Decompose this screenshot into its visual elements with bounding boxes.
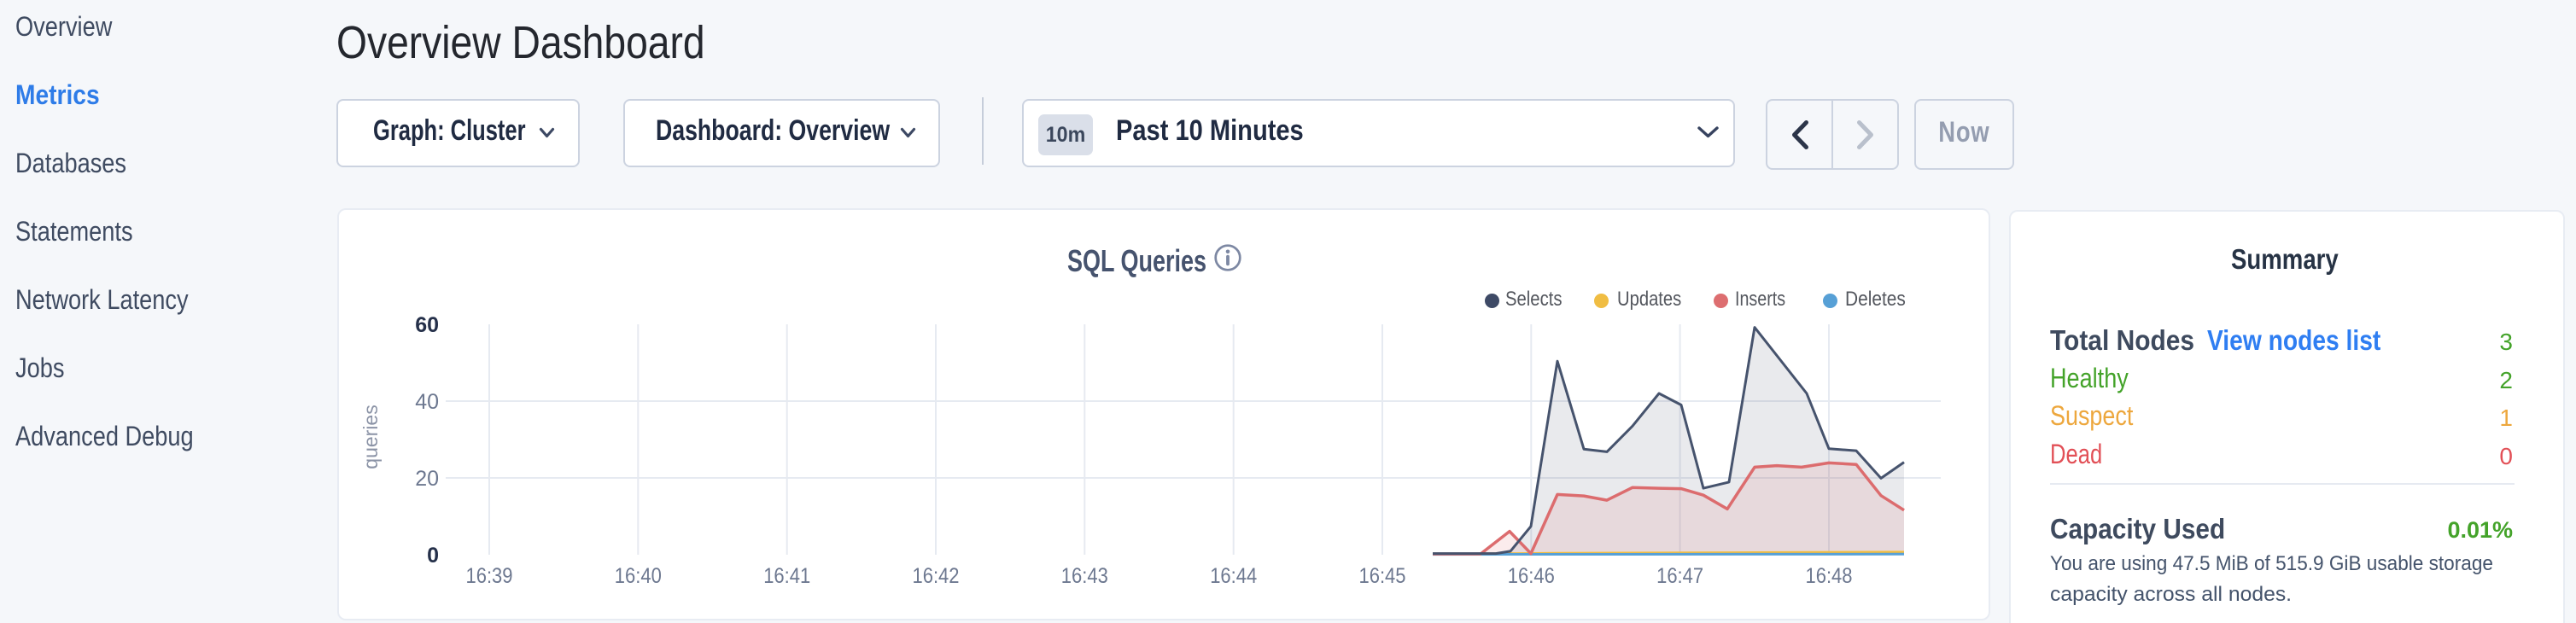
svg-text:16:47: 16:47	[1656, 564, 1703, 588]
svg-text:20: 20	[415, 467, 439, 491]
svg-text:16:43: 16:43	[1061, 564, 1108, 588]
svg-text:16:42: 16:42	[913, 564, 960, 588]
svg-text:60: 60	[415, 313, 439, 337]
svg-text:16:40: 16:40	[615, 564, 662, 588]
svg-text:queries: queries	[359, 405, 382, 469]
svg-text:16:41: 16:41	[763, 564, 810, 588]
svg-text:16:46: 16:46	[1508, 564, 1555, 588]
svg-text:16:39: 16:39	[466, 564, 513, 588]
svg-text:16:48: 16:48	[1806, 564, 1853, 588]
svg-text:16:45: 16:45	[1359, 564, 1406, 588]
svg-text:16:44: 16:44	[1210, 564, 1257, 588]
svg-text:0: 0	[427, 544, 439, 568]
svg-text:40: 40	[415, 390, 439, 414]
